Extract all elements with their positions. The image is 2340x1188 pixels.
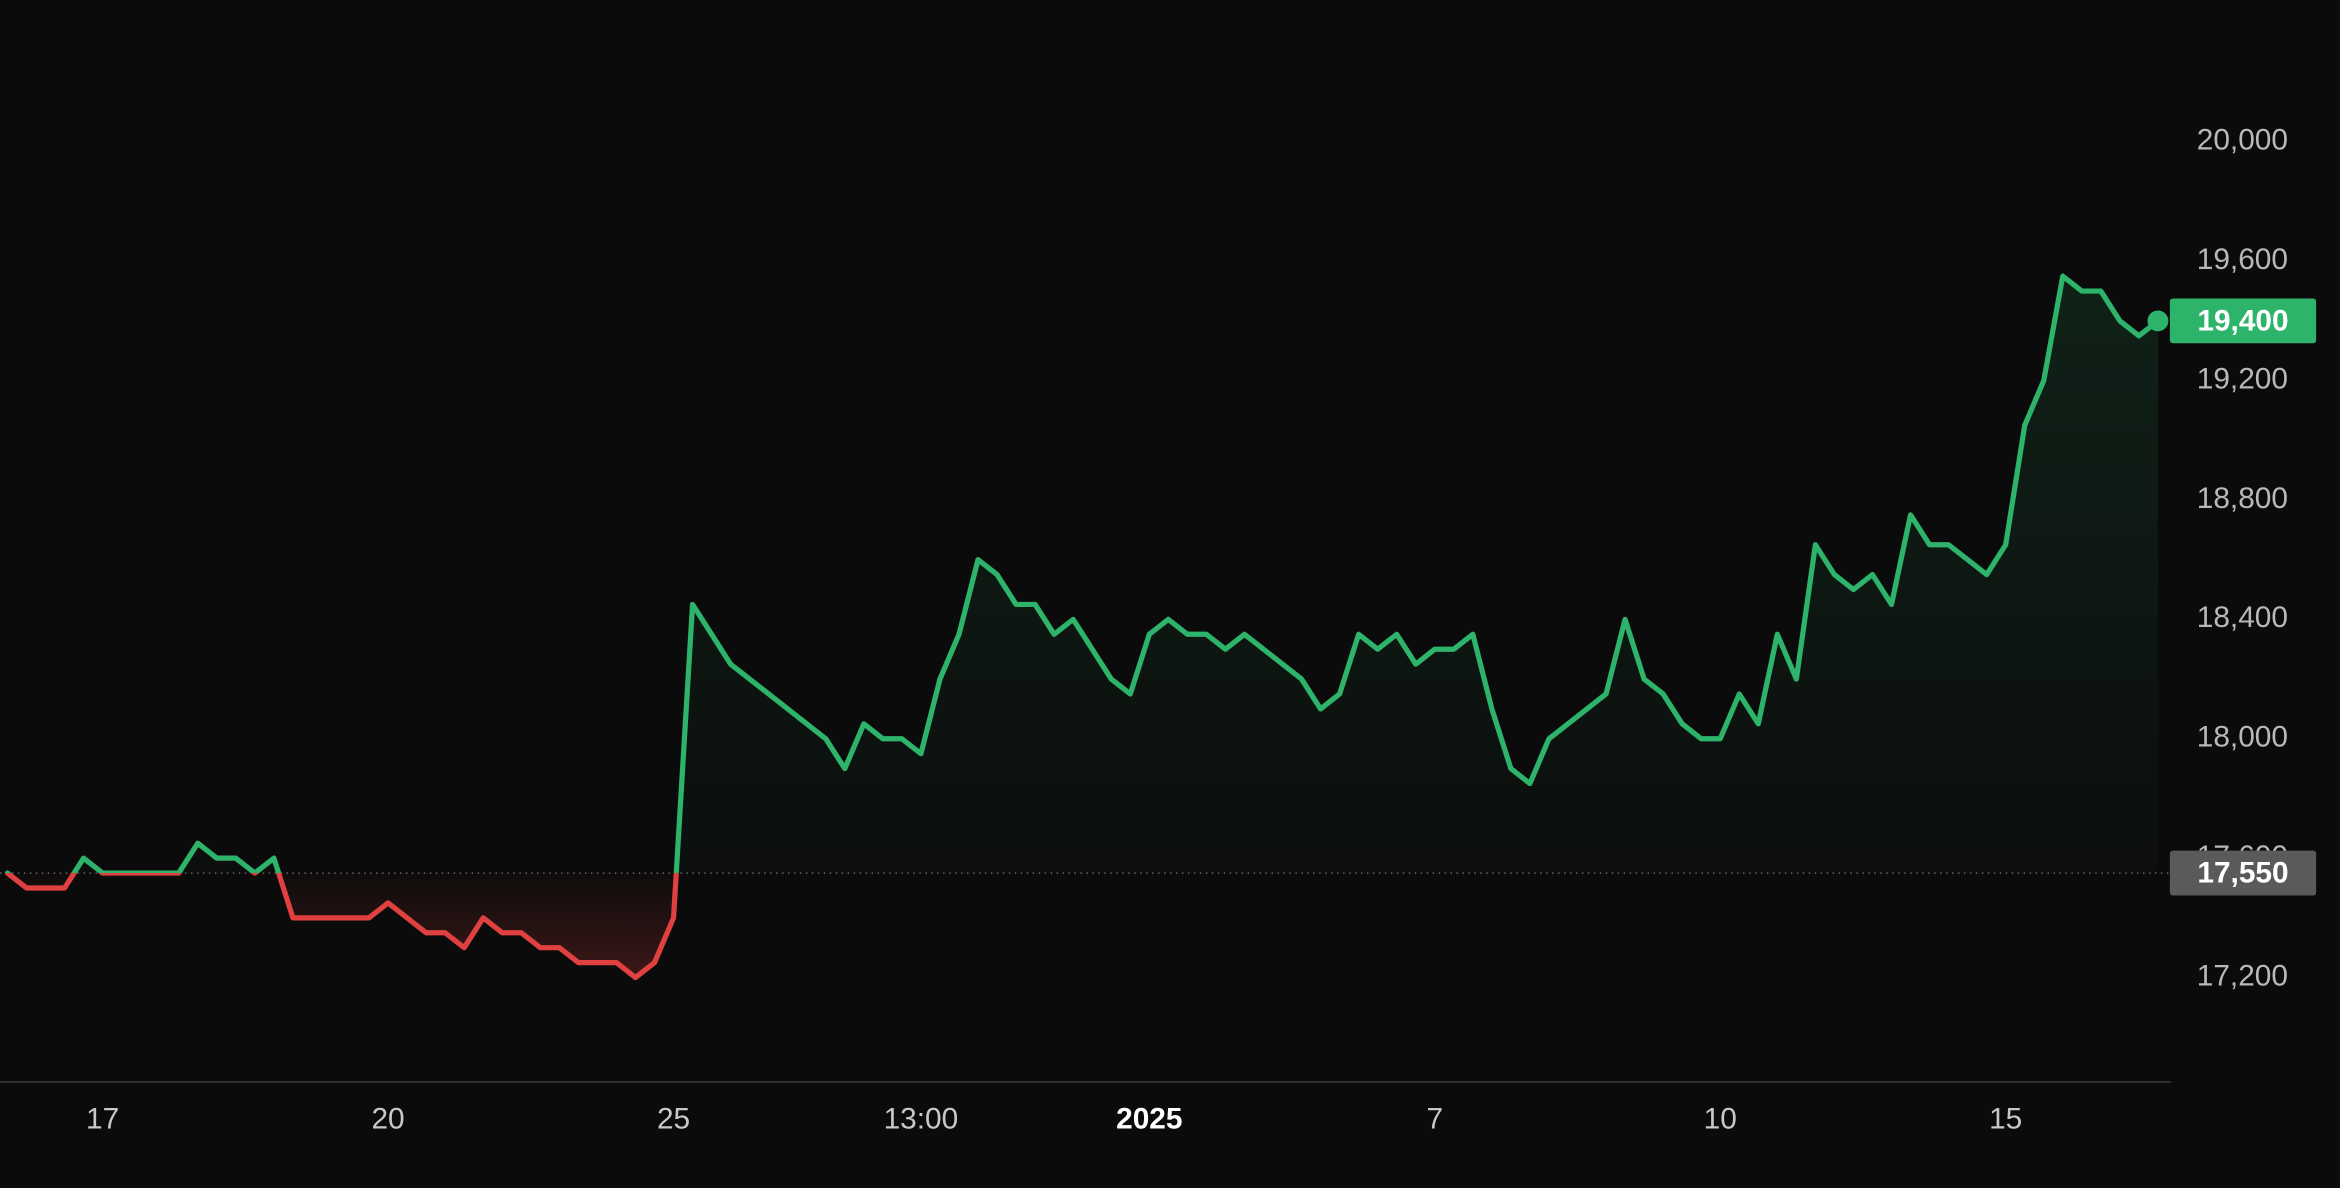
baseline-label: 17,550 [2197, 856, 2288, 889]
x-tick-label: 10 [1704, 1103, 1737, 1136]
y-tick-label: 19,200 [2197, 362, 2288, 395]
y-tick-label: 18,400 [2197, 601, 2288, 634]
y-tick-label: 19,600 [2197, 243, 2288, 276]
last-value-label: 19,400 [2197, 304, 2288, 337]
y-tick-label: 18,000 [2197, 721, 2288, 754]
y-tick-label: 20,000 [2197, 124, 2288, 157]
baseline-badge [2169, 850, 2317, 896]
x-tick-label: 17 [86, 1103, 119, 1136]
price-line [4, 273, 2161, 981]
y-tick-label: 18,800 [2197, 482, 2288, 515]
x-tick-label: 25 [657, 1103, 690, 1136]
x-tick-label: 2025 [1116, 1103, 1182, 1136]
x-tick-label: 7 [1426, 1103, 1443, 1136]
x-tick-label: 15 [1989, 1103, 2022, 1136]
area [7, 276, 2158, 978]
last-value-badge [2169, 298, 2317, 344]
y-tick-label: 17,200 [2197, 959, 2288, 992]
last-point [2147, 310, 2169, 332]
x-tick-label: 13:00 [884, 1103, 959, 1136]
x-tick-label: 20 [371, 1103, 404, 1136]
